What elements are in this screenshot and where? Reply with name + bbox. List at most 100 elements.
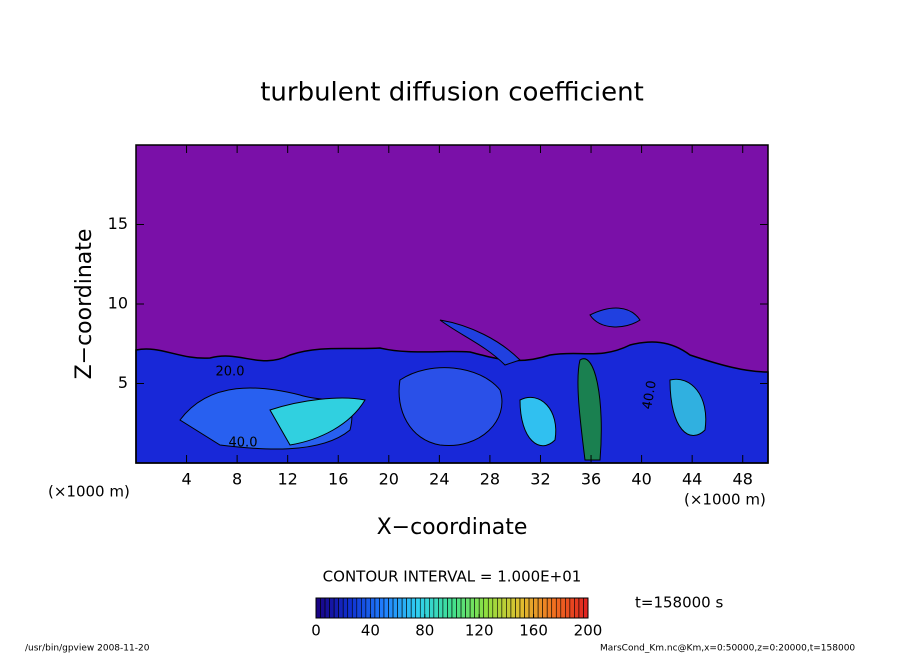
x-tick-label: 12: [278, 470, 298, 489]
colorbar-cell: [569, 597, 575, 619]
colorbar-cell: [583, 597, 589, 619]
colorbar-cell: [419, 597, 426, 619]
x-tick-label: 44: [682, 470, 702, 489]
colorbar-cell: [329, 597, 335, 619]
x-unit-label: (×1000 m): [684, 491, 766, 509]
colorbar-cell: [574, 597, 580, 619]
colorbar-tick-label: 120: [465, 622, 494, 640]
colorbar-cell: [565, 597, 571, 619]
colorbar-cell: [483, 597, 489, 619]
colorbar-cell: [555, 597, 562, 619]
colorbar-tick-label: 40: [361, 622, 380, 640]
x-tick-label: 28: [480, 470, 500, 489]
colorbar-cell: [374, 597, 380, 619]
x-tick-label: 36: [581, 470, 601, 489]
colorbar-cell: [392, 597, 398, 619]
chart-title: turbulent diffusion coefficient: [260, 78, 644, 108]
colorbar-cell: [497, 597, 503, 619]
colorbar-tick-label: 0: [311, 622, 321, 640]
colorbar-cell: [397, 597, 403, 619]
colorbar-cell: [492, 597, 498, 619]
colorbar-cell: [315, 597, 321, 619]
colorbar-cell: [333, 597, 339, 619]
contour-label: 20.0: [216, 365, 245, 380]
footer-right: MarsCond_Km.nc@Km,x=0:50000,z=0:20000,t=…: [600, 644, 855, 654]
colorbar-cell: [560, 597, 566, 619]
colorbar-cell: [469, 597, 475, 619]
colorbar-cell: [542, 597, 548, 619]
x-tick-label: 20: [379, 470, 399, 489]
colorbar-tick-label: 80: [415, 622, 434, 640]
colorbar-cell: [474, 597, 480, 619]
colorbar-cell: [388, 597, 394, 619]
colorbar-cell: [447, 597, 453, 619]
colorbar-cell: [515, 597, 521, 619]
colorbar-cell: [465, 597, 471, 619]
contour-label: 40.0: [229, 436, 258, 451]
field-region: [269, 397, 366, 446]
y-unit-label: (×1000 m): [48, 483, 130, 501]
y-tick-label: 10: [108, 294, 128, 313]
field-region: [519, 396, 557, 447]
colorbar-cell: [533, 597, 539, 619]
colorbar-cell: [537, 597, 543, 619]
colorbar-cell: [433, 597, 439, 619]
field-region: [589, 307, 641, 328]
colorbar-cell: [551, 597, 557, 619]
colorbar-cell: [456, 597, 462, 619]
x-tick-label: 32: [530, 470, 550, 489]
colorbar-cell: [383, 597, 389, 619]
x-tick-label: 40: [631, 470, 651, 489]
x-tick-label: 4: [181, 470, 191, 489]
colorbar-cell: [578, 597, 584, 619]
x-axis-label: X−coordinate: [377, 515, 528, 540]
colorbar-cell: [528, 597, 534, 619]
colorbar-cell: [519, 597, 525, 619]
colorbar-cell: [401, 597, 407, 619]
colorbar-cell: [460, 597, 466, 619]
colorbar-cell: [370, 597, 376, 619]
colorbar-cell: [320, 597, 326, 619]
colorbar-cell: [356, 597, 362, 619]
colorbar-cell: [365, 597, 371, 619]
colorbar-cell: [424, 597, 430, 619]
field-region: [439, 319, 521, 366]
colorbar-cell: [410, 597, 417, 619]
x-tick-label: 24: [429, 470, 449, 489]
colorbar-cell: [438, 597, 444, 619]
colorbar-cell: [406, 597, 412, 619]
x-tick-label: 8: [232, 470, 242, 489]
contour-field: [135, 145, 769, 464]
colorbar-cell: [324, 597, 330, 619]
contour-interval: CONTOUR INTERVAL = 1.000E+01: [323, 568, 582, 586]
y-axis-label: Z−coordinate: [72, 229, 97, 380]
colorbar-cell: [478, 597, 485, 619]
time-label: t=158000 s: [635, 594, 723, 612]
colorbar-cell: [546, 597, 553, 619]
colorbar-cell: [415, 597, 421, 619]
colorbar-cell: [342, 597, 349, 619]
colorbar-cell: [506, 597, 512, 619]
colorbar-cell: [351, 597, 358, 619]
x-tick-label: 48: [733, 470, 753, 489]
footer-left: /usr/bin/gpview 2008-11-20: [25, 644, 150, 654]
colorbar-cell: [429, 597, 435, 619]
colorbar-tick-label: 200: [574, 622, 603, 640]
field-region: [577, 358, 602, 461]
field-region: [669, 378, 707, 436]
colorbar-cell: [501, 597, 507, 619]
colorbar-cell: [361, 597, 367, 619]
field-region: [398, 367, 503, 447]
y-tick-label: 5: [118, 373, 128, 392]
contour-label: 40.0: [640, 379, 660, 410]
colorbar-cell: [379, 597, 385, 619]
colorbar-cell: [451, 597, 457, 619]
x-tick-label: 16: [328, 470, 348, 489]
colorbar-cell: [347, 597, 353, 619]
colorbar-cell: [338, 597, 344, 619]
colorbar-tick-label: 160: [519, 622, 548, 640]
colorbar-frame: [315, 597, 589, 619]
y-tick-label: 15: [108, 214, 128, 233]
colorbar-cell: [487, 597, 494, 619]
colorbar-cell: [510, 597, 516, 619]
